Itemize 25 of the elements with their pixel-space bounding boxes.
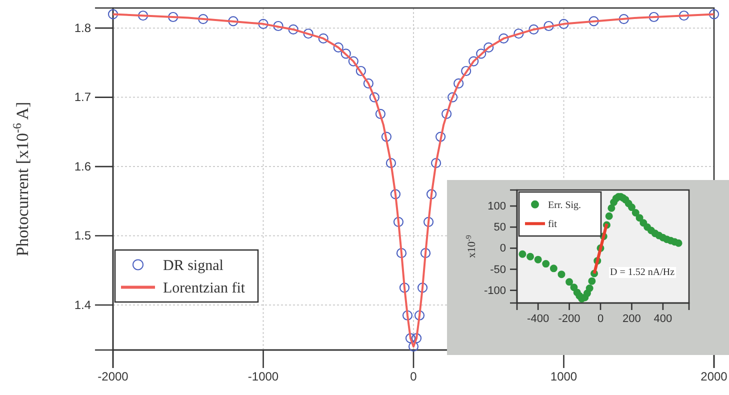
annotation: D = 1.52 nA/Hz xyxy=(610,267,676,278)
y-tick-label: 1.8 xyxy=(74,20,92,35)
x-tick-label: 0 xyxy=(410,370,418,384)
y-tick-label: -50 xyxy=(490,264,506,276)
legend-label: DR signal xyxy=(163,258,224,274)
y-tick-label: 0 xyxy=(500,242,506,255)
y-tick-label: 1.7 xyxy=(74,90,92,104)
x-tick-label: -200 xyxy=(558,312,580,325)
legend-label: Lorentzian fit xyxy=(163,280,246,297)
legend-label: fit xyxy=(548,219,558,230)
y-tick-label: -100 xyxy=(484,284,506,297)
x-tick-label: -400 xyxy=(527,312,550,325)
x-tick-label: 400 xyxy=(654,312,672,325)
x-tick-label: 0 xyxy=(597,312,604,325)
x-tick-label: 2000 xyxy=(700,370,728,384)
x-tick-label: 200 xyxy=(622,312,641,325)
y-tick-label: 50 xyxy=(494,222,506,234)
y-tick-label: 1.6 xyxy=(74,159,92,174)
x-tick-label: -1000 xyxy=(248,370,279,384)
x-tick-label: 1000 xyxy=(550,370,578,384)
x-tick-label: -2000 xyxy=(98,370,129,384)
legend-label: Err. Sig. xyxy=(548,200,582,211)
y-tick-label: 1.5 xyxy=(74,228,92,243)
y-tick-label: 1.4 xyxy=(74,298,92,312)
y-tick-label: 100 xyxy=(488,200,506,213)
